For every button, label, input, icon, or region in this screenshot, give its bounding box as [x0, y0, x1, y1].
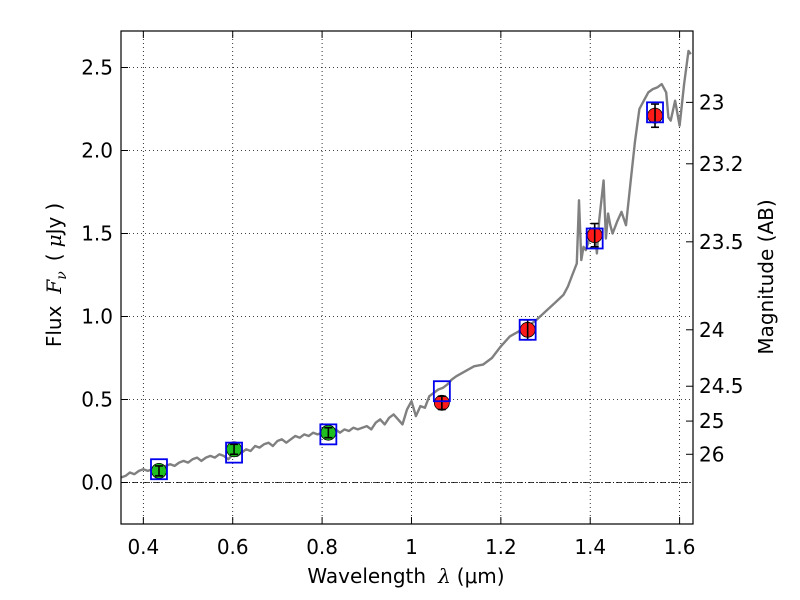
model-photometry-square: [432, 380, 451, 403]
y2-tick-label: 23.2: [699, 152, 744, 176]
x-tick-label: 1.4: [574, 535, 606, 559]
axis-ticks: 0.4 0.6 0.8 1 1.2 1.4 1.6 0.0 0.5 1.0 1.5 2.0 2.5 23 2…: [81, 31, 744, 559]
model-photometry-square: [585, 227, 604, 250]
model-photometry-square: [518, 318, 537, 341]
y-tick-label: 2.5: [81, 56, 113, 80]
x-axis-title: Wavelength λ (μm): [307, 564, 504, 588]
grid: [121, 31, 693, 524]
x-tick-label: 0.6: [217, 535, 249, 559]
x-tick-label: 1.2: [485, 535, 517, 559]
y2-axis-title: Magnitude (AB): [754, 199, 778, 354]
y-tick-label: 0.0: [81, 471, 113, 495]
model-photometry-square: [150, 458, 168, 481]
model-photometry-square: [319, 423, 338, 446]
y2-tick-label: 24.5: [699, 374, 744, 398]
y-tick-label: 0.5: [81, 388, 113, 412]
y2-tick-label: 23.5: [699, 230, 744, 254]
y2-tick-label: 25: [699, 409, 724, 433]
y-axis-title: FluxFν(μJy): [42, 203, 70, 347]
y-tick-label: 1.5: [81, 222, 113, 246]
y2-tick-label: 23: [699, 90, 724, 114]
data-markers: [150, 101, 664, 481]
model-photometry-square: [225, 441, 243, 464]
y2-tick-label: 24: [699, 318, 724, 342]
x-tick-label: 1.6: [664, 535, 696, 559]
x-tick-label: 0.4: [127, 535, 159, 559]
y-tick-label: 1.0: [81, 305, 113, 329]
y-tick-label: 2.0: [81, 139, 113, 163]
x-tick-label: 0.8: [306, 535, 338, 559]
plot-frame: [120, 30, 694, 525]
x-tick-label: 1: [405, 535, 418, 559]
model-spectrum-line: [120, 49, 692, 479]
model-photometry-square: [646, 101, 664, 124]
y2-tick-label: 26: [699, 442, 724, 466]
